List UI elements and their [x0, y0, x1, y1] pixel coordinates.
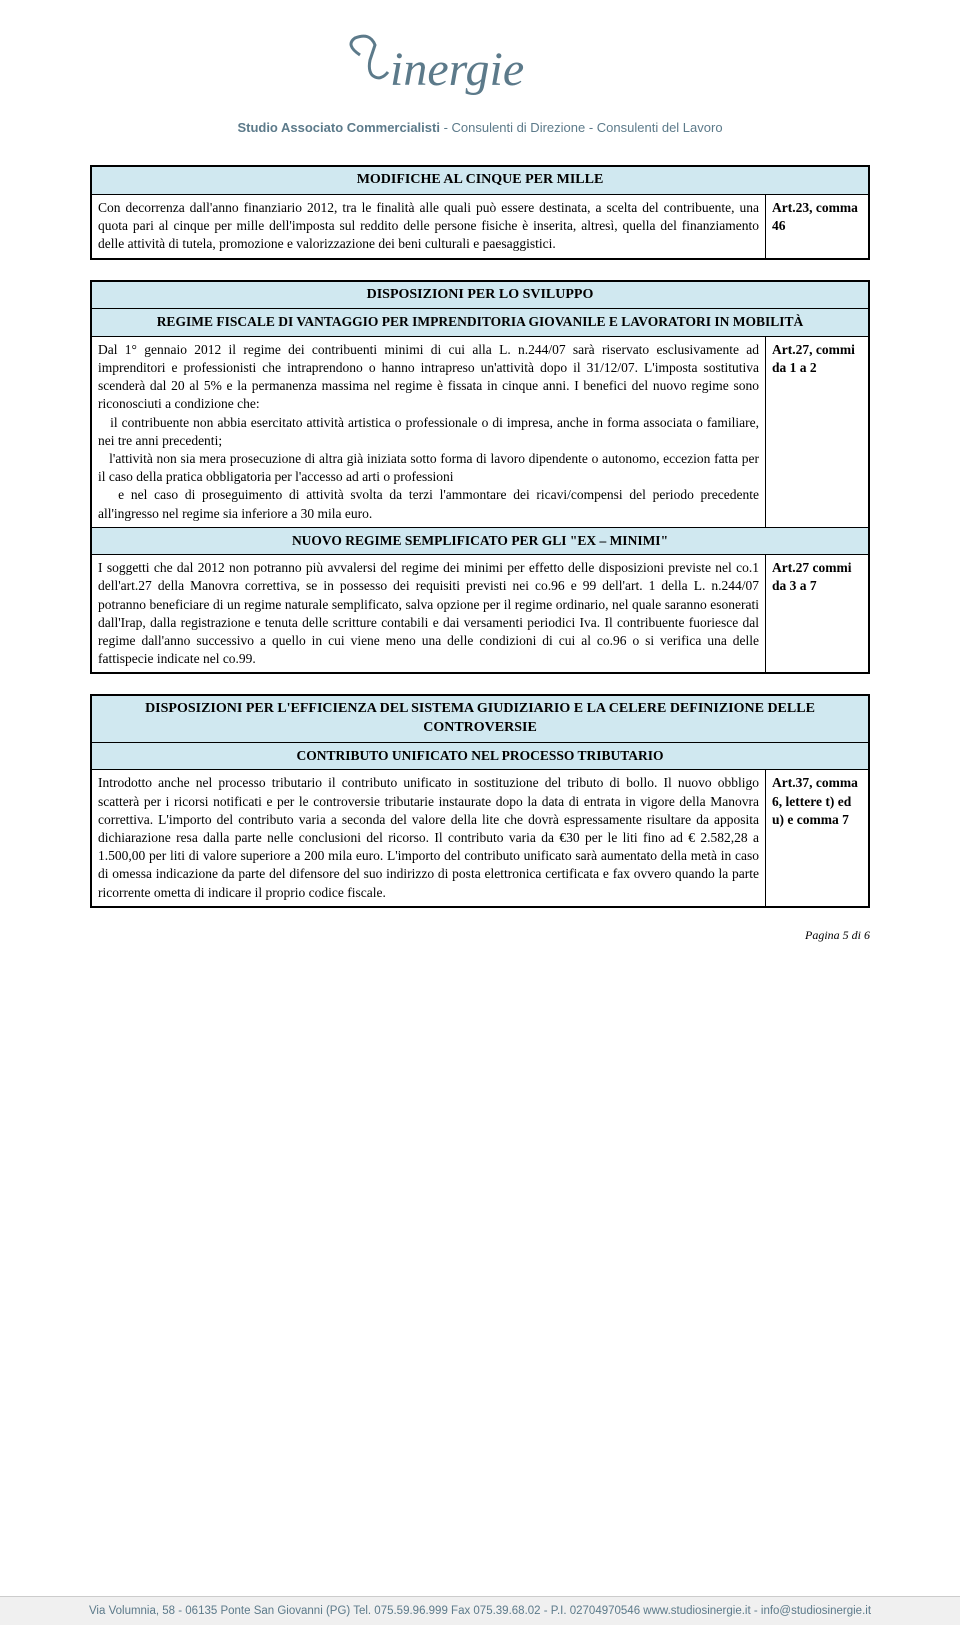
- tagline-part-1: Studio Associato Commercialisti: [237, 120, 440, 135]
- section-disposizioni-sviluppo: DISPOSIZIONI PER LO SVILUPPO REGIME FISC…: [90, 280, 870, 675]
- tagline-part-2: Consulenti di Direzione: [452, 120, 586, 135]
- section-disposizioni-giudiziario: DISPOSIZIONI PER L'EFFICIENZA DEL SISTEM…: [90, 694, 870, 908]
- section3-sub1-body: Introdotto anche nel processo tributario…: [91, 770, 766, 907]
- section1-title: MODIFICHE AL CINQUE PER MILLE: [91, 166, 869, 194]
- tagline-sep-1: -: [444, 120, 452, 135]
- section2-sub2-body: I soggetti che dal 2012 non potranno più…: [91, 555, 766, 674]
- section3-title: DISPOSIZIONI PER L'EFFICIENZA DEL SISTEM…: [91, 695, 869, 742]
- section1-body: Con decorrenza dall'anno finanziario 201…: [91, 194, 766, 258]
- section2-title: DISPOSIZIONI PER LO SVILUPPO: [91, 281, 869, 309]
- section2-sub1-title: REGIME FISCALE DI VANTAGGIO PER IMPRENDI…: [91, 309, 869, 336]
- logo-text: inergie: [390, 43, 524, 96]
- section1-ref: Art.23, comma 46: [766, 194, 870, 258]
- tagline-part-3: Consulenti del Lavoro: [597, 120, 723, 135]
- logo-svg: inergie: [340, 30, 620, 110]
- footer-text: Via Volumnia, 58 - 06135 Ponte San Giova…: [89, 1605, 871, 1617]
- footer: Via Volumnia, 58 - 06135 Ponte San Giova…: [0, 1596, 960, 1625]
- section3-sub1-ref: Art.37, comma 6, lettere t) ed u) e comm…: [766, 770, 870, 907]
- section2-sub1-ref: Art.27, commi da 1 a 2: [766, 336, 870, 527]
- section2-sub1-body: Dal 1° gennaio 2012 il regime dei contri…: [91, 336, 766, 527]
- tagline-sep-2: -: [589, 120, 597, 135]
- tagline: Studio Associato Commercialisti - Consul…: [90, 120, 870, 135]
- logo-area: inergie: [90, 30, 870, 115]
- section2-sub2-ref: Art.27 commi da 3 a 7: [766, 555, 870, 674]
- section2-sub2-title: NUOVO REGIME SEMPLIFICATO PER GLI "EX – …: [91, 527, 869, 554]
- page-number: Pagina 5 di 6: [90, 928, 870, 943]
- section3-sub1-title: CONTRIBUTO UNIFICATO NEL PROCESSO TRIBUT…: [91, 743, 869, 770]
- section-modifiche: MODIFICHE AL CINQUE PER MILLE Con decorr…: [90, 165, 870, 260]
